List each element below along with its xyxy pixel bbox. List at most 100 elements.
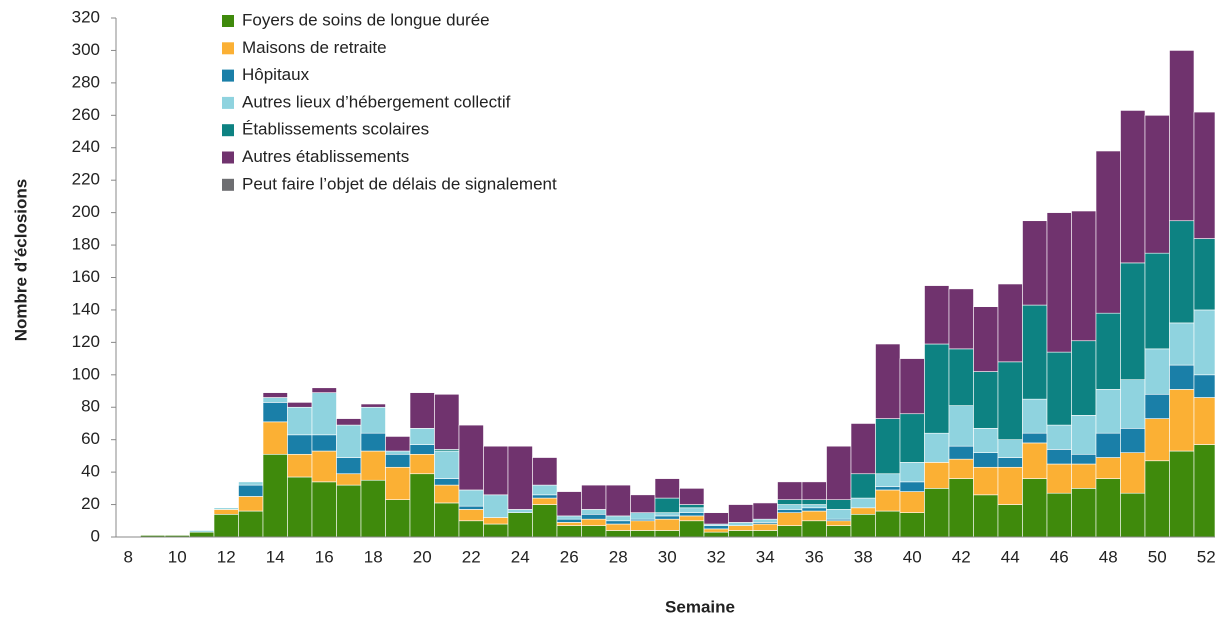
bar-segment [875,418,901,475]
bar-segment [507,445,533,510]
bar-segment [703,531,729,538]
bar-segment [973,371,999,429]
bar-segment [777,509,803,513]
legend-label: Hôpitaux [242,65,310,84]
bar-segment [1120,379,1146,429]
x-tick-label: 26 [560,547,579,566]
bar-segment [997,504,1023,538]
y-tick-label: 120 [72,332,100,351]
bar-segment [434,393,460,450]
bar-segment [752,530,778,538]
bar-segment [1046,351,1072,426]
bar-segment [336,484,362,538]
bar-segment [1169,389,1195,452]
bar-segment [826,520,852,526]
bar-segment [728,504,754,523]
bar-segment [1120,262,1146,380]
x-tick-label: 12 [217,547,236,566]
bar-segment [801,510,827,522]
bar-segment [605,515,631,522]
bar-segment [679,507,705,513]
bar-segment [605,523,631,531]
bar-segment [1095,432,1121,458]
bar-segment [1193,397,1215,445]
bar-segment [679,488,705,505]
bar-segment [360,432,386,452]
x-tick-label: 20 [413,547,432,566]
bar-segment [1169,450,1195,538]
x-tick-label: 40 [903,547,922,566]
bar-segment [826,525,852,538]
x-tick-label: 32 [707,547,726,566]
bar-segment [385,450,411,455]
bar-segment [899,481,925,492]
bar-segment [630,530,656,538]
bar-segment [238,481,264,486]
x-tick-label: 50 [1148,547,1167,566]
bar-segment [948,405,974,447]
bar-segment [1193,374,1215,398]
bar-segment [311,450,337,483]
bar-segment [287,453,313,478]
y-tick-label: 180 [72,235,100,254]
bar-segment [287,434,313,455]
bar-segment [581,518,607,526]
bar-segment [924,462,950,489]
bar-segment [679,515,705,522]
y-tick-label: 60 [81,429,100,448]
bar-segment [556,525,582,538]
x-tick-label: 18 [364,547,383,566]
bar-segment [1022,220,1048,306]
bar-segment [1193,309,1215,376]
bar-segment [1169,322,1195,366]
bar-segment [973,306,999,372]
bar-segment [1071,210,1097,342]
bar-segment [777,481,803,500]
bar-segment [728,530,754,538]
bar-segment [924,285,950,345]
bar-segment [1071,340,1097,416]
x-tick-label: 34 [756,547,775,566]
bar-segment [1071,453,1097,465]
bar-segment [1120,110,1146,264]
bar-segment [703,512,729,525]
bar-segment [1193,444,1215,538]
x-tick-label: 10 [168,547,187,566]
bar-segment [409,428,435,445]
bar-segment [385,436,411,452]
bar-segment [434,450,460,479]
bar-segment [360,450,386,481]
bar-segment [287,402,313,408]
bar-segment [801,499,827,505]
bar-segment [581,513,607,520]
bar-segment [409,453,435,475]
bar-segment [703,528,729,533]
bar-segment [948,288,974,350]
bar-segment [997,457,1023,468]
bar-segment [826,499,852,510]
bar-segment [948,445,974,460]
bar-segment [507,509,533,513]
y-tick-label: 80 [81,397,100,416]
bar-segment [924,488,950,538]
bar-segment [654,512,680,517]
y-tick-label: 260 [72,105,100,124]
bar-segment [1169,50,1195,222]
y-tick-label: 240 [72,137,100,156]
bar-segment [1095,478,1121,538]
bar-segment [1071,415,1097,455]
x-tick-label: 24 [511,547,530,566]
x-tick-label: 38 [854,547,873,566]
bar-segment [924,432,950,463]
bar-segment [1144,460,1170,538]
bar-segment [458,505,484,510]
bar-segment [409,392,435,429]
legend-label: Autres lieux d’hébergement collectif [242,92,511,111]
legend-label: Peut faire l’objet de délais de signalem… [242,174,557,193]
bar-segment [483,517,509,525]
x-tick-label: 52 [1197,547,1215,566]
bar-segment [801,520,827,538]
bar-segment [899,413,925,463]
bar-segment [654,518,680,531]
bar-segment [213,507,239,510]
